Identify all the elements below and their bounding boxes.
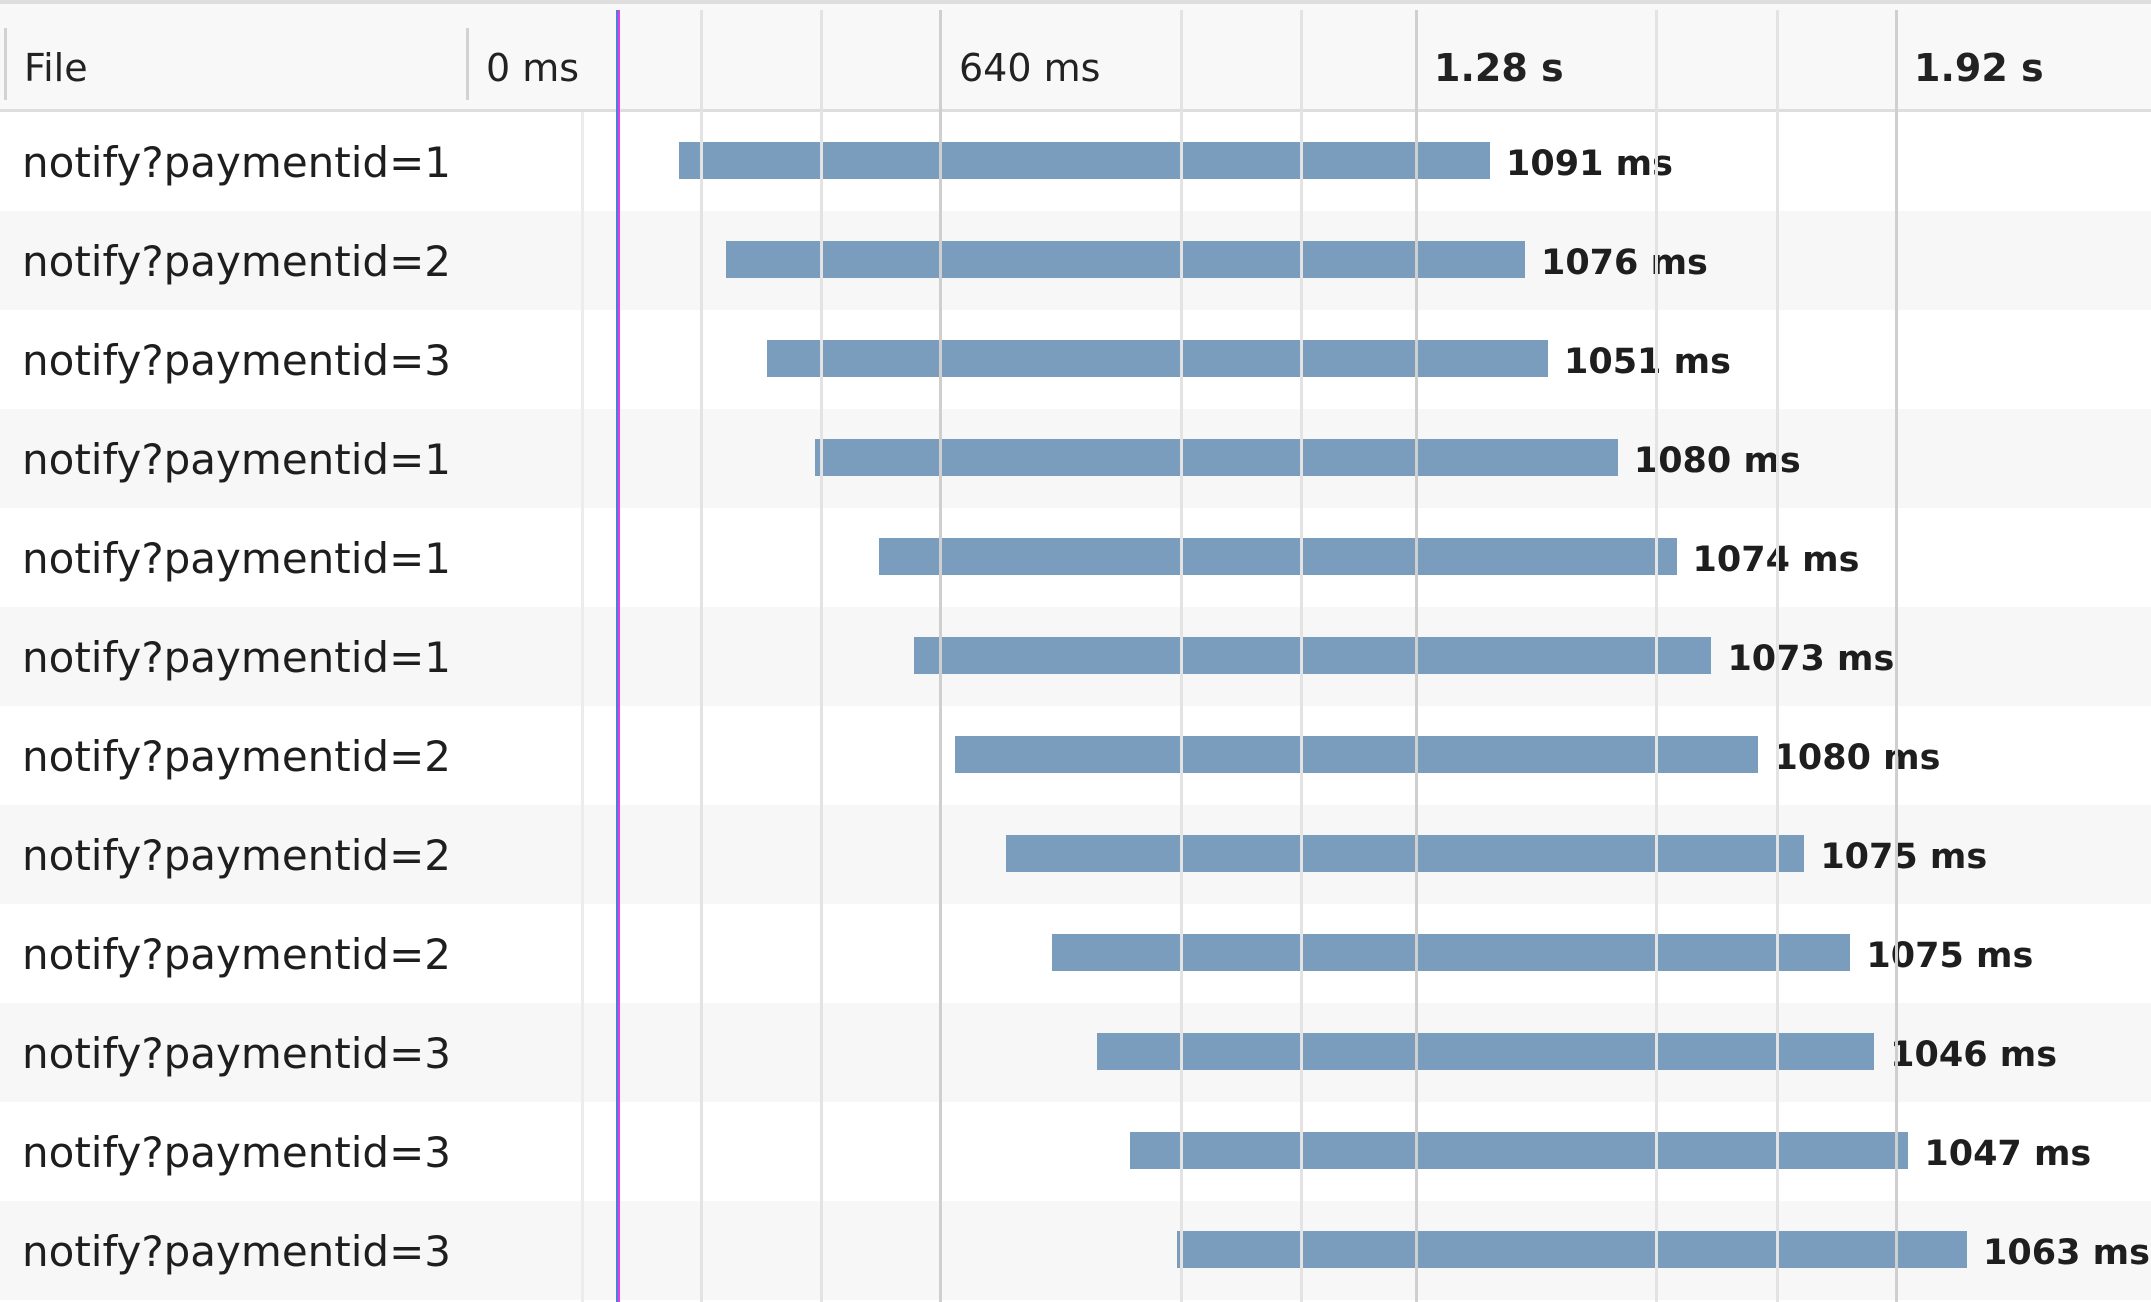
- request-row[interactable]: notify?paymentid=3 1047 ms: [0, 1102, 2151, 1201]
- request-row[interactable]: notify?paymentid=2 1080 ms: [0, 706, 2151, 805]
- request-row[interactable]: notify?paymentid=2 1075 ms: [0, 904, 2151, 1003]
- tick-label-1-28s: 1.28 s: [1434, 46, 1564, 90]
- column-separator[interactable]: [4, 28, 7, 100]
- request-file-name: notify?paymentid=1: [22, 138, 451, 187]
- request-row[interactable]: notify?paymentid=1 1080 ms: [0, 409, 2151, 508]
- request-row[interactable]: notify?paymentid=3 1051 ms: [0, 310, 2151, 409]
- request-row[interactable]: notify?paymentid=1 1091 ms: [0, 112, 2151, 211]
- request-row[interactable]: notify?paymentid=1 1074 ms: [0, 508, 2151, 607]
- timing-bar[interactable]: [767, 340, 1548, 377]
- timing-bar[interactable]: [815, 439, 1618, 476]
- file-column-header[interactable]: File: [24, 46, 88, 90]
- duration-label: 1051 ms: [1564, 342, 1731, 382]
- duration-label: 1063 ms: [1983, 1233, 2150, 1273]
- tick-marker: [939, 40, 942, 100]
- timing-bar[interactable]: [914, 637, 1712, 674]
- tick-label-0: 0 ms: [486, 46, 580, 90]
- request-file-name: notify?paymentid=3: [22, 1227, 451, 1276]
- duration-label: 1080 ms: [1773, 738, 1941, 778]
- request-file-name: notify?paymentid=2: [22, 930, 451, 979]
- request-file-name: notify?paymentid=1: [22, 435, 451, 484]
- column-separator[interactable]: [466, 28, 469, 100]
- timing-bar[interactable]: [679, 142, 1491, 179]
- request-row[interactable]: notify?paymentid=2 1075 ms: [0, 805, 2151, 904]
- timing-bar[interactable]: [725, 241, 1525, 278]
- timing-bar[interactable]: [1005, 835, 1805, 872]
- request-rows: notify?paymentid=1 1091 ms notify?paymenti…: [0, 112, 2151, 1302]
- duration-label: 1075 ms: [1866, 936, 2034, 976]
- timing-bar[interactable]: [1130, 1132, 1909, 1169]
- timing-bar[interactable]: [878, 538, 1677, 575]
- tick-label-640ms: 640 ms: [959, 46, 1101, 90]
- duration-label: 1091 ms: [1506, 144, 1673, 184]
- timing-bar[interactable]: [1051, 934, 1851, 971]
- tick-marker: [1895, 40, 1898, 100]
- duration-label: 1080 ms: [1633, 441, 1801, 481]
- timing-bar[interactable]: [1097, 1033, 1875, 1070]
- request-file-name: notify?paymentid=3: [22, 1128, 451, 1177]
- tick-marker: [1415, 40, 1418, 100]
- duration-label: 1047 ms: [1924, 1134, 2092, 1174]
- timing-bar[interactable]: [1177, 1231, 1968, 1268]
- duration-label: 1074 ms: [1692, 540, 1860, 580]
- request-row[interactable]: notify?paymentid=3 1046 ms: [0, 1003, 2151, 1102]
- request-file-name: notify?paymentid=3: [22, 1029, 451, 1078]
- duration-label: 1073 ms: [1727, 639, 1895, 679]
- request-file-name: notify?paymentid=1: [22, 534, 451, 583]
- request-file-name: notify?paymentid=1: [22, 633, 451, 682]
- navigation-start-marker: [616, 10, 620, 1302]
- request-row[interactable]: notify?paymentid=1 1073 ms: [0, 607, 2151, 706]
- request-file-name: notify?paymentid=2: [22, 831, 451, 880]
- duration-label: 1075 ms: [1820, 837, 1988, 877]
- request-file-name: notify?paymentid=2: [22, 237, 451, 286]
- request-row[interactable]: notify?paymentid=3 1063 ms: [0, 1201, 2151, 1300]
- duration-label: 1076 ms: [1540, 243, 1708, 283]
- request-file-name: notify?paymentid=2: [22, 732, 451, 781]
- duration-label: 1046 ms: [1890, 1035, 2058, 1075]
- request-file-name: notify?paymentid=3: [22, 336, 451, 385]
- label-column-border: [581, 112, 584, 1302]
- tick-label-1-92s: 1.92 s: [1914, 46, 2044, 90]
- timing-bar[interactable]: [955, 736, 1758, 773]
- request-row[interactable]: notify?paymentid=2 1076 ms: [0, 211, 2151, 310]
- waterfall-header: File 0 ms 640 ms 1.28 s 1.92 s: [0, 0, 2151, 112]
